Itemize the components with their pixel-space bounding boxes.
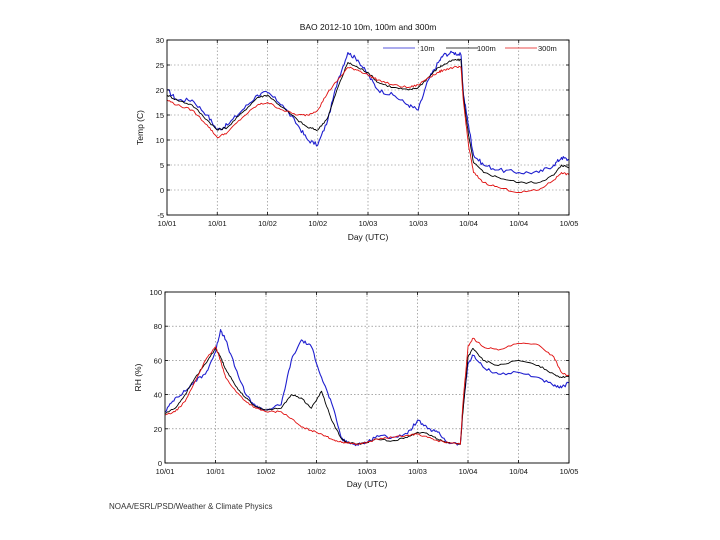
y-tick-label: -5 xyxy=(157,211,164,220)
y-tick-label: 80 xyxy=(154,322,162,331)
y-tick-label: 25 xyxy=(156,61,164,70)
y-tick-label: 30 xyxy=(156,36,164,45)
x-tick-label: 10/04 xyxy=(459,219,478,228)
y-tick-label: 100 xyxy=(149,288,162,297)
x-tick-label: 10/01 xyxy=(206,467,225,476)
y-tick-label: 15 xyxy=(156,111,164,120)
x-tick-label: 10/02 xyxy=(307,467,326,476)
y-tick-label: 5 xyxy=(160,161,164,170)
y-axis-label: RH (%) xyxy=(133,363,143,391)
x-tick-label: 10/03 xyxy=(358,467,377,476)
series-line-300m xyxy=(164,337,570,446)
x-tick-label: 10/01 xyxy=(158,219,177,228)
chart-panel-1: -5 0 5 10 15 20 25 30 10/01 10/01 10/02 10/02 10/03 1… xyxy=(135,22,578,242)
y-tick-label: 10 xyxy=(156,136,164,145)
x-tick-label: 10/02 xyxy=(308,219,327,228)
x-tick-label: 10/03 xyxy=(408,467,427,476)
chart-title: BAO 2012-10 10m, 100m and 300m xyxy=(300,22,437,32)
x-tick-label: 10/04 xyxy=(509,219,528,228)
x-tick-label: 10/04 xyxy=(509,467,528,476)
y-tick-label: 40 xyxy=(154,391,162,400)
x-tick-label: 10/02 xyxy=(258,219,277,228)
legend-label-300m: 300m xyxy=(538,44,557,53)
x-tick-label: 10/01 xyxy=(156,467,175,476)
y-tick-label: 60 xyxy=(154,356,162,365)
x-tick-label: 10/03 xyxy=(409,219,428,228)
legend: 10m 100m 300m xyxy=(383,44,557,53)
series-line-100m xyxy=(166,58,570,184)
y-tick-label: 0 xyxy=(160,186,164,195)
x-tick-label: 10/05 xyxy=(560,219,579,228)
x-tick-label: 10/02 xyxy=(257,467,276,476)
x-tick-label: 10/04 xyxy=(459,467,478,476)
x-axis-label: Day (UTC) xyxy=(348,232,389,242)
y-tick-label: 20 xyxy=(154,425,162,434)
y-tick-label: 20 xyxy=(156,86,164,95)
x-tick-label: 10/05 xyxy=(560,467,579,476)
legend-label-10m: 10m xyxy=(420,44,435,53)
series-line-300m xyxy=(166,66,570,194)
legend-label-100m: 100m xyxy=(477,44,496,53)
x-axis-label: Day (UTC) xyxy=(347,479,388,489)
y-axis-label: Temp (C) xyxy=(135,110,145,145)
x-tick-label: 10/03 xyxy=(359,219,378,228)
y-tick-label: 0 xyxy=(158,459,162,468)
x-tick-label: 10/01 xyxy=(208,219,227,228)
chart-panel-2: 0 20 40 60 80 100 10/01 10/01 10/02 10/02 10/03 10/… xyxy=(133,288,578,489)
footer-credit: NOAA/ESRL/PSD/Weather & Climate Physics xyxy=(109,502,273,511)
series-line-10m xyxy=(166,50,570,175)
series-line-100m xyxy=(164,347,570,445)
